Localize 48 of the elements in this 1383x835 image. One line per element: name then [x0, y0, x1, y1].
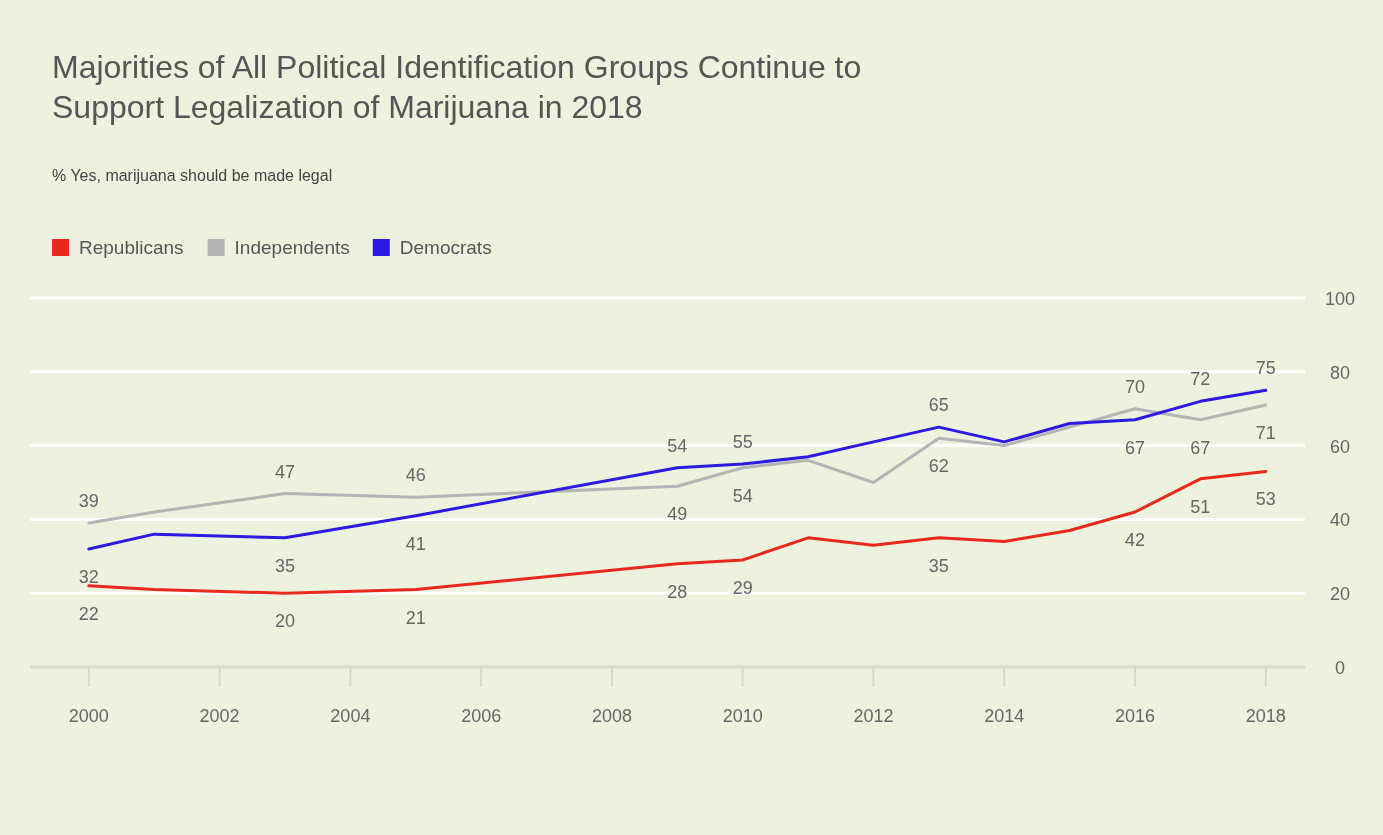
- x-tick-label: 2000: [68, 706, 109, 726]
- data-label: 65: [928, 395, 949, 416]
- x-tick-label: 2018: [1245, 706, 1286, 726]
- y-tick-label: 20: [1329, 584, 1351, 605]
- x-tick-label: 2008: [591, 706, 632, 726]
- x-tick-label: 2010: [722, 706, 763, 726]
- data-label: 39: [78, 491, 99, 512]
- data-label: 51: [1190, 496, 1211, 517]
- data-label: 42: [1124, 530, 1146, 551]
- data-label: 71: [1255, 423, 1276, 444]
- data-label: 70: [1124, 376, 1146, 397]
- data-label: 62: [928, 456, 949, 477]
- data-label: 35: [928, 555, 949, 576]
- x-tick-label: 2016: [1114, 706, 1156, 726]
- data-label: 28: [667, 581, 688, 602]
- legend-label: Independents: [234, 237, 350, 258]
- data-label: 47: [274, 461, 296, 482]
- x-tick-label: 2002: [199, 706, 240, 726]
- chart-title: Majorities of All Political Identification Groups Continue to Support Legalization of Marijuana in 2018: [52, 49, 862, 125]
- data-label: 49: [667, 504, 688, 525]
- y-tick-label: 100: [1324, 289, 1356, 309]
- data-label: 67: [1190, 437, 1211, 458]
- data-label: 54: [667, 435, 688, 456]
- y-tick-label: 60: [1329, 436, 1351, 457]
- data-label: 41: [405, 533, 426, 554]
- data-label: 29: [732, 577, 753, 598]
- y-tick-label: 40: [1329, 510, 1351, 531]
- data-label: 53: [1255, 489, 1276, 510]
- y-tick-label: 0: [1334, 658, 1346, 678]
- data-label: 46: [405, 465, 426, 486]
- data-label: 54: [732, 485, 753, 506]
- x-tick-label: 2014: [984, 706, 1025, 726]
- data-label: 35: [274, 555, 296, 576]
- data-label: 67: [1124, 437, 1146, 458]
- data-label: 75: [1255, 358, 1276, 379]
- data-label: 22: [78, 603, 99, 624]
- chart-subtitle: % Yes, marijuana should be made legal: [52, 167, 333, 184]
- data-label: 20: [274, 611, 296, 632]
- data-label: 21: [405, 607, 426, 628]
- x-tick-label: 2012: [853, 706, 894, 726]
- legend-label: Republicans: [79, 237, 184, 258]
- data-label: 55: [732, 432, 753, 453]
- legend-label: Democrats: [399, 237, 492, 258]
- x-tick-label: 2004: [330, 706, 371, 726]
- data-label: 72: [1190, 369, 1211, 390]
- data-label: 32: [78, 566, 99, 587]
- y-tick-label: 80: [1329, 362, 1351, 383]
- x-tick-label: 2006: [461, 706, 502, 726]
